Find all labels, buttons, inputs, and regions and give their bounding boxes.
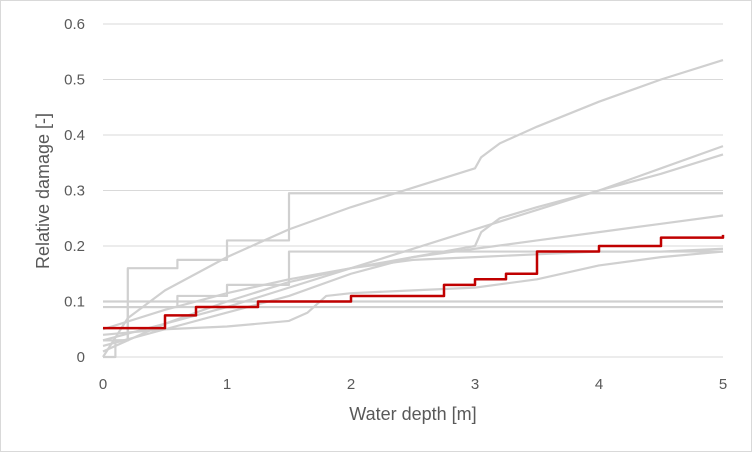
background-series-line-4 (102, 145, 724, 342)
y-axis-title: Relative damage [-] (33, 113, 53, 269)
background-series-line-3 (102, 153, 724, 347)
background-series-line-1 (103, 250, 723, 342)
y-tick-labels: 0 0.1 0.2 0.3 0.4 0.5 0.6 (64, 16, 85, 366)
x-tick-label: 2 (347, 376, 355, 393)
y-tick-label: 0.3 (64, 183, 85, 200)
x-tick-label: 0 (99, 376, 107, 393)
x-tick-label: 1 (223, 376, 231, 393)
background-series-line-7 (102, 247, 724, 353)
highlight-series-line (103, 234, 725, 330)
y-tick-label: 0.2 (64, 238, 85, 255)
y-tick-label: 0 (77, 349, 85, 366)
background-series-line-0 (103, 192, 723, 359)
y-tick-label: 0.5 (64, 72, 85, 89)
background-series-line-5 (102, 214, 724, 331)
series-group (102, 59, 725, 359)
background-series-line-6 (102, 250, 724, 336)
background-series-line-2 (102, 59, 724, 358)
x-tick-label: 5 (719, 376, 727, 393)
y-tick-label: 0.1 (64, 294, 85, 311)
x-tick-label: 3 (471, 376, 479, 393)
x-tick-label: 4 (595, 376, 603, 393)
x-tick-labels: 0 1 2 3 4 5 (99, 376, 727, 393)
y-tick-label: 0.4 (64, 127, 85, 144)
x-axis-title: Water depth [m] (349, 404, 476, 424)
y-tick-label: 0.6 (64, 16, 85, 33)
